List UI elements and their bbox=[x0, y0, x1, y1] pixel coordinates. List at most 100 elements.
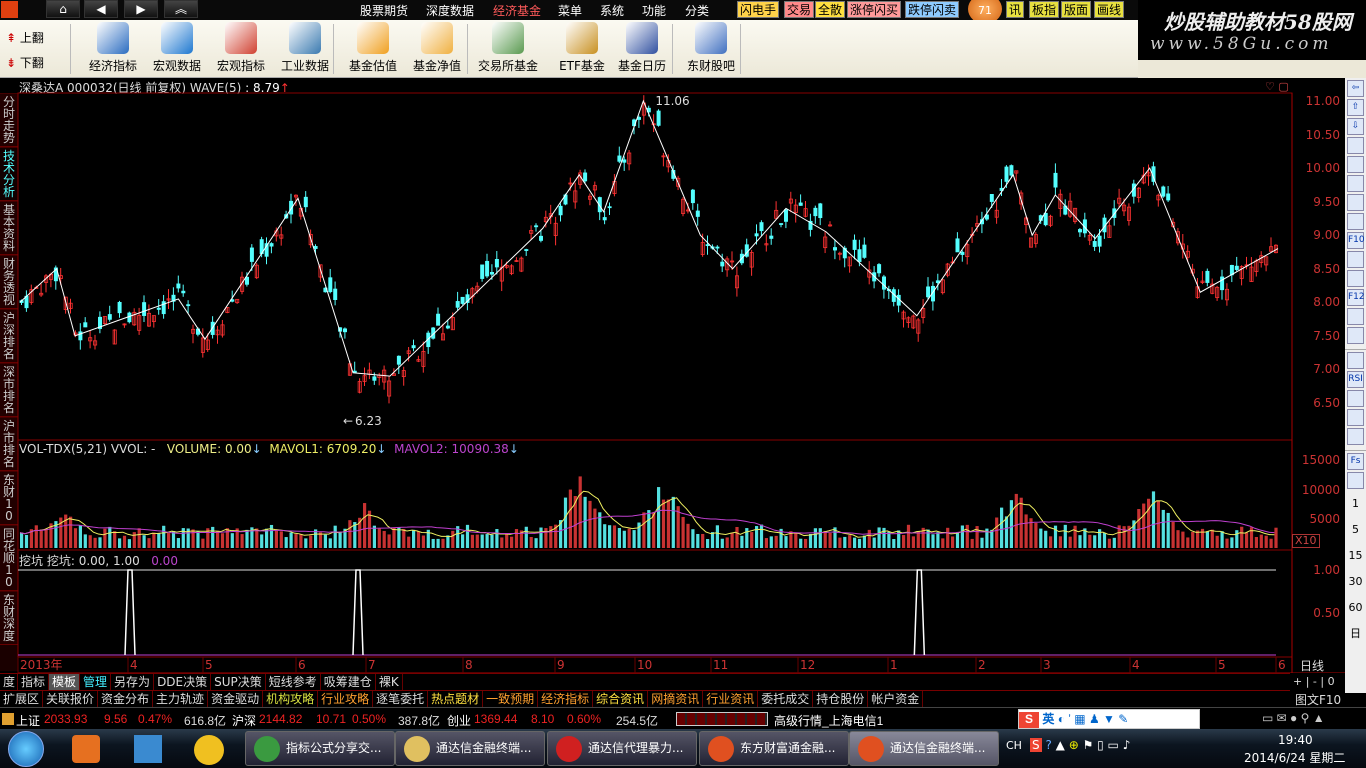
clock-time[interactable]: 19:40 bbox=[1278, 733, 1313, 747]
fs-icon[interactable]: Fs bbox=[1347, 453, 1364, 470]
clock-date[interactable]: 2014/6/24 星期二 bbox=[1244, 751, 1346, 765]
info-icon[interactable] bbox=[1347, 213, 1364, 230]
menu-6[interactable]: 分类 bbox=[685, 4, 710, 18]
menu-5[interactable]: 功能 bbox=[642, 4, 667, 18]
sidebar-tab-6[interactable]: 沪市排名 bbox=[0, 417, 18, 471]
quick-button-6[interactable]: 板指 bbox=[1029, 1, 1060, 18]
home-button[interactable]: ⌂ bbox=[46, 0, 80, 18]
ime-toolbar[interactable]: S 英 ◐ ʼ ▦ ♟ ▼ ✎ bbox=[1018, 709, 1200, 729]
page-up-button[interactable]: ⇞ 上翻 bbox=[6, 31, 44, 45]
info-tab-13[interactable]: 行业资讯 bbox=[703, 691, 759, 707]
indicator-tab-1[interactable]: 模板 bbox=[49, 674, 81, 690]
back-arrow-icon[interactable]: ⇦ bbox=[1347, 80, 1364, 97]
collapse-button[interactable]: ︽ bbox=[164, 0, 198, 18]
sidebar-tab-1[interactable]: 技术分析 bbox=[0, 147, 18, 201]
info-tab-7[interactable]: 逐笔委托 bbox=[373, 691, 429, 707]
f12-icon[interactable]: F12 bbox=[1347, 289, 1365, 306]
info-tab-9[interactable]: 一致预期 bbox=[483, 691, 539, 707]
period-button-30[interactable]: 30 bbox=[1348, 575, 1363, 588]
explorer-icon[interactable] bbox=[134, 735, 162, 763]
sidebar-tab-5[interactable]: 深市排名 bbox=[0, 363, 18, 417]
info-tab-10[interactable]: 经济指标 bbox=[538, 691, 594, 707]
table-icon[interactable] bbox=[1347, 156, 1364, 173]
menu-1[interactable]: 深度数据 bbox=[426, 4, 475, 18]
info-tab-5[interactable]: 机构攻略 bbox=[263, 691, 319, 707]
taskbar-window-0[interactable]: 指标公式分享交... bbox=[245, 731, 395, 766]
period-button-15[interactable]: 15 bbox=[1348, 549, 1363, 562]
toolbar-button-4[interactable]: 基金估值 bbox=[342, 22, 404, 74]
rsi-icon[interactable]: RSI bbox=[1347, 371, 1364, 388]
taskbar-window-1[interactable]: 通达信金融终端... bbox=[395, 731, 545, 766]
sidebar-tab-8[interactable]: 同花顺10 bbox=[0, 525, 18, 591]
f10-button[interactable]: 图文F10 bbox=[1295, 693, 1342, 707]
quick-button-4[interactable]: 跌停闪卖 bbox=[905, 1, 960, 18]
toolbar-button-6[interactable]: 交易所基金 bbox=[477, 22, 539, 74]
period-button-1[interactable]: 1 bbox=[1352, 497, 1359, 510]
indicator-tab-6[interactable]: 短线参考 bbox=[266, 674, 321, 690]
quote-list-icon[interactable] bbox=[1347, 137, 1364, 154]
quick-button-1[interactable]: 交易 bbox=[784, 1, 815, 18]
quick-button-8[interactable]: 画线 bbox=[1094, 1, 1125, 18]
f10-icon[interactable]: F10 bbox=[1347, 232, 1365, 249]
pen-icon[interactable] bbox=[1347, 428, 1364, 445]
info-tab-0[interactable]: 扩展区 bbox=[0, 691, 44, 707]
page-down-button[interactable]: ⇟ 下翻 bbox=[6, 56, 44, 70]
info-tab-11[interactable]: 综合资讯 bbox=[593, 691, 649, 707]
info-tab-4[interactable]: 资金驱动 bbox=[208, 691, 264, 707]
info-tab-1[interactable]: 关联报价 bbox=[43, 691, 99, 707]
quick-button-3[interactable]: 涨停闪买 bbox=[847, 1, 902, 18]
paint-icon[interactable] bbox=[194, 735, 224, 765]
up-arrow-icon[interactable]: ⇧ bbox=[1347, 99, 1364, 116]
info-tab-16[interactable]: 帐户资金 bbox=[868, 691, 924, 707]
kline-icon[interactable] bbox=[1347, 194, 1364, 211]
tray-icons[interactable]: S ? ▲ ⊕ ⚑ ▯ ▭ ♪ bbox=[1030, 738, 1131, 752]
menu-0[interactable]: 股票期货 bbox=[360, 4, 409, 18]
stock-a-icon[interactable] bbox=[1347, 251, 1364, 268]
forward-button[interactable]: ▶ bbox=[124, 0, 158, 18]
menu-4[interactable]: 系统 bbox=[600, 4, 625, 18]
info-tab-15[interactable]: 持仓股份 bbox=[813, 691, 869, 707]
indicator-tab-8[interactable]: 裸K bbox=[376, 674, 403, 690]
money-icon[interactable] bbox=[1347, 472, 1364, 489]
move-icon[interactable] bbox=[1347, 409, 1364, 426]
wave-icon[interactable] bbox=[1347, 352, 1364, 369]
chart-area[interactable]: 11.066.23←2013年 4 5 6 7 8 9 10 11 12 1 2 3 4 5 6 bbox=[0, 0, 1345, 673]
info-tab-6[interactable]: 行业攻略 bbox=[318, 691, 374, 707]
toolbar-button-7[interactable]: ETF基金 bbox=[551, 22, 613, 74]
start-button[interactable] bbox=[8, 731, 44, 767]
sidebar-tab-3[interactable]: 财务透视 bbox=[0, 255, 18, 309]
zoom-buttons[interactable]: + | - | 0 bbox=[1293, 675, 1335, 688]
language-indicator[interactable]: CH bbox=[1006, 739, 1022, 752]
info-tab-8[interactable]: 热点题材 bbox=[428, 691, 484, 707]
indicator-tab-0[interactable]: 指标 bbox=[18, 674, 50, 690]
sidebar-tab-7[interactable]: 东财10 bbox=[0, 471, 18, 525]
info-tab-12[interactable]: 网摘资讯 bbox=[648, 691, 704, 707]
period-button-60[interactable]: 60 bbox=[1348, 601, 1363, 614]
toolbar-button-1[interactable]: 宏观数据 bbox=[146, 22, 208, 74]
down-arrow-icon[interactable]: ⇩ bbox=[1347, 118, 1364, 135]
back-button[interactable]: ◀ bbox=[84, 0, 118, 18]
indicator-tab-5[interactable]: SUP决策 bbox=[211, 674, 266, 690]
indicator-tab-3[interactable]: 另存为 bbox=[111, 674, 155, 690]
toolbar-button-5[interactable]: 基金净值 bbox=[406, 22, 468, 74]
media-player-icon[interactable] bbox=[72, 735, 100, 763]
menu-2[interactable]: 经济基金 bbox=[493, 4, 542, 18]
menu-3[interactable]: 菜单 bbox=[558, 4, 583, 18]
sidebar-tab-2[interactable]: 基本资料 bbox=[0, 201, 18, 255]
info-tab-2[interactable]: 资金分布 bbox=[98, 691, 154, 707]
indicator-tab-4[interactable]: DDE决策 bbox=[154, 674, 212, 690]
taskbar-window-3[interactable]: 东方财富通金融... bbox=[699, 731, 849, 766]
sidebar-tab-9[interactable]: 东财深度 bbox=[0, 591, 18, 645]
toolbar-button-0[interactable]: 经济指标 bbox=[82, 22, 144, 74]
chart-options-icons[interactable]: ♡ ▢ bbox=[1265, 80, 1289, 93]
toolbar-button-2[interactable]: 宏观指标 bbox=[210, 22, 272, 74]
quick-button-0[interactable]: 闪电手 bbox=[737, 1, 780, 18]
sidebar-tab-0[interactable]: 分时走势 bbox=[0, 93, 18, 147]
toolbar-button-8[interactable]: 基金日历 bbox=[611, 22, 673, 74]
quick-button-7[interactable]: 版面 bbox=[1061, 1, 1092, 18]
period-label[interactable]: 日线 bbox=[1300, 659, 1325, 673]
taskbar-window-4[interactable]: 通达信金融终端... bbox=[849, 731, 999, 766]
trend-icon[interactable] bbox=[1347, 175, 1364, 192]
indicator-tab-2[interactable]: 管理 bbox=[80, 674, 112, 690]
toolbar-button-3[interactable]: 工业数据 bbox=[274, 22, 336, 74]
